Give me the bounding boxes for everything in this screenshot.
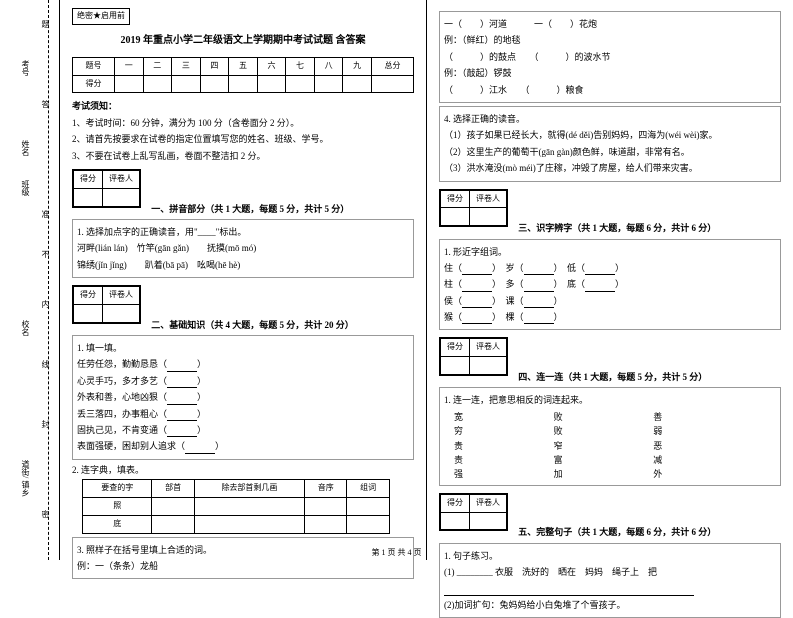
q-text: 1. 形近字组词。 [444, 245, 776, 259]
notice-heading: 考试须知： [72, 99, 414, 113]
question-box: 1. 形近字组词。 住（） 岁（） 低（） 柱（） 多（） 底（） 侯（） 课（… [439, 239, 781, 331]
margin-label: 姓名 [20, 140, 31, 156]
margin-label: 答 [40, 100, 51, 108]
section-score-box: 得分评卷人 [72, 285, 141, 324]
section-score-box: 得分评卷人 [72, 169, 141, 208]
section-score-box: 得分评卷人 [439, 189, 508, 228]
margin-label: 准 [40, 210, 51, 218]
seal-label: 绝密★启用前 [72, 8, 130, 25]
notice-item: 3、不要在试卷上乱写乱画，卷面不整洁扣 2 分。 [72, 149, 414, 163]
page-footer: 第 1 页 共 4 页 [0, 547, 793, 558]
right-column: 一（ ）河道 一（ ）花炮 例：（鲜红）的地毯 （ ）的鼓点 （ ）的波水节 例… [427, 0, 793, 560]
margin-label: 考号 [20, 60, 31, 76]
exam-title: 2019 年重点小学二年级语文上学期期中考试试题 含答案 [72, 33, 414, 49]
section-score-box: 得分评卷人 [439, 337, 508, 376]
score-summary-table: 题号一二三四五六七八九总分 得分 [72, 57, 414, 94]
question-box: 3. 照样子在括号里填上合适的词。 例：一（条条）龙船 [72, 537, 414, 580]
margin-label: 内 [40, 300, 51, 308]
section-5-title: 五、完整句子（共 1 大题，每题 6 分，共计 6 分） [518, 527, 716, 537]
question-box: 4. 选择正确的读音。 （1）孩子如果已经长大，就得(dé děi)告别妈妈，四… [439, 106, 781, 182]
q-text: 1. 填一填。 [77, 341, 409, 355]
question-box: 1. 填一填。 任劳任怨，勤勤恳恳（） 心灵手巧，多才多艺（） 外表和善，心地凶… [72, 335, 414, 460]
question-box: 1. 连一连，把意思相反的词连起来。 宽败善 穷败弱 贵窄恶 责富减 强加外 [439, 387, 781, 485]
notice-item: 1、考试时间：60 分钟，满分为 100 分（含卷面分 2 分）。 [72, 116, 414, 130]
q-text: 1. 选择加点字的正确读音，用"____"标出。 [77, 225, 409, 239]
margin-label: 不 [40, 250, 51, 258]
section-1-title: 一、拼音部分（共 1 大题，每题 5 分，共计 5 分） [151, 204, 349, 214]
margin-label: 封 [40, 420, 51, 428]
section-3-title: 三、识字辨字（共 1 大题，每题 6 分，共计 6 分） [518, 223, 716, 233]
section-score-box: 得分评卷人 [439, 493, 508, 532]
q-text: 1. 连一连，把意思相反的词连起来。 [444, 393, 776, 407]
margin-label: 校名 [20, 320, 31, 336]
margin-label: 班级 [20, 180, 31, 196]
match-table: 宽败善 穷败弱 贵窄恶 责富减 强加外 [454, 410, 753, 482]
q-example: 例：一（条条）龙船 [77, 559, 409, 573]
section-4-title: 四、连一连（共 1 大题，每题 5 分，共计 5 分） [518, 372, 707, 382]
question-box: 1. 选择加点字的正确读音，用"____"标出。 河畔(lián lán) 竹竿… [72, 219, 414, 278]
q-text: 2. 连字典，填表。 [72, 463, 414, 477]
margin-label: 道街/ 镇乡 [20, 460, 31, 496]
binding-margin: 题 考号 答 姓名 班级 准 不 内 校名 线 封 道街/ 镇乡 密 [0, 0, 60, 560]
section-2-title: 二、基础知识（共 4 大题，每题 5 分，共计 20 分） [151, 320, 354, 330]
notice-item: 2、请首先按要求在试卷的指定位置填写您的姓名、班级、学号。 [72, 132, 414, 146]
q-text: 4. 选择正确的读音。 [444, 112, 776, 126]
left-column: 绝密★启用前 2019 年重点小学二年级语文上学期期中考试试题 含答案 题号一二… [60, 0, 427, 560]
question-box: 一（ ）河道 一（ ）花炮 例：（鲜红）的地毯 （ ）的鼓点 （ ）的波水节 例… [439, 11, 781, 103]
margin-label: 密 [40, 510, 51, 518]
dictionary-table: 要查的字部首除去部首剩几画音序组词 照 底 [82, 479, 390, 533]
margin-label: 题 [40, 20, 51, 28]
margin-label: 线 [40, 360, 51, 368]
